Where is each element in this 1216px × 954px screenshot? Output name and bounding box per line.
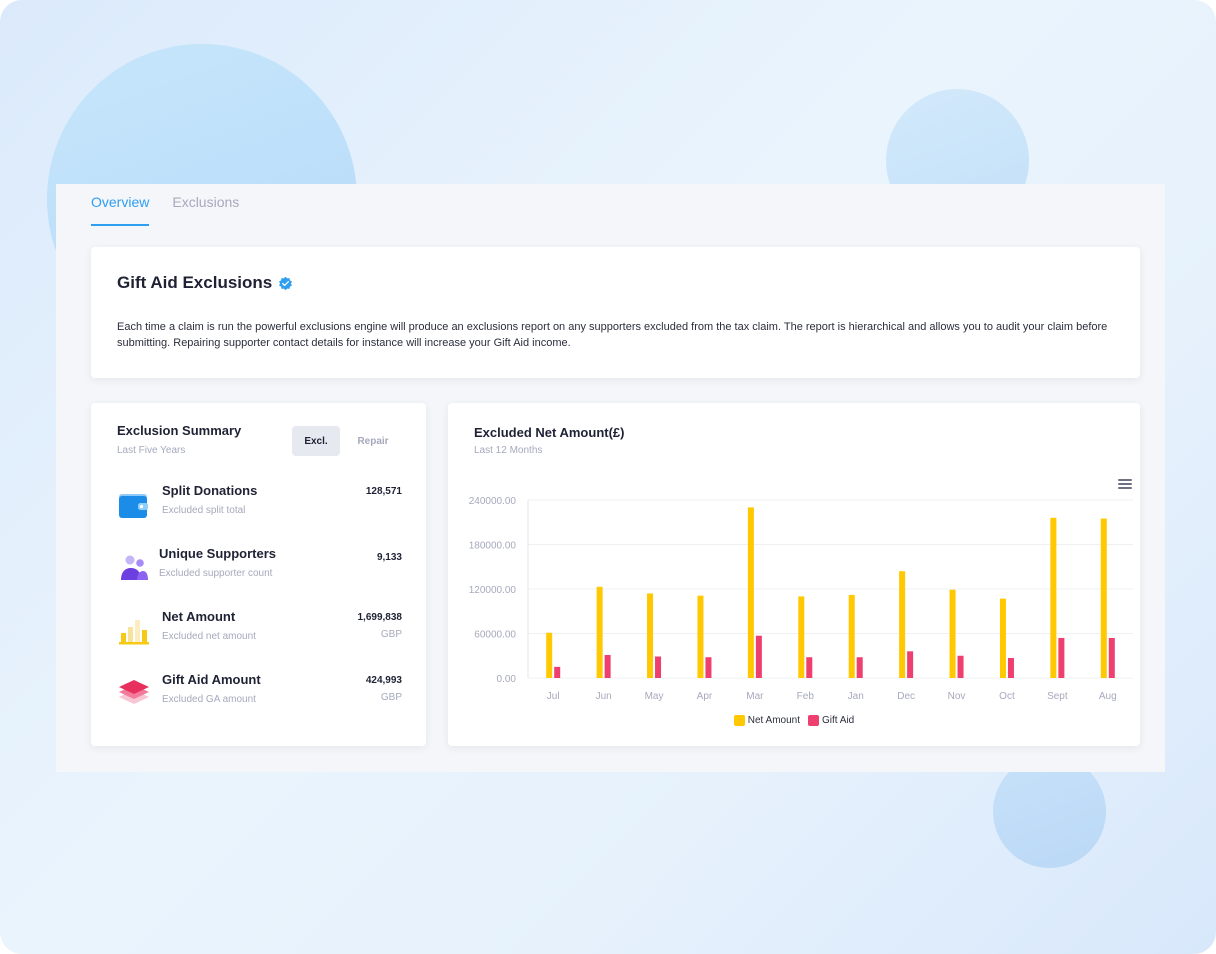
intro-description: Each time a claim is run the powerful ex… <box>117 321 1108 349</box>
chart-card: Excluded Net Amount(£) Last 12 Months 24… <box>448 403 1140 746</box>
verified-badge-icon <box>279 276 293 290</box>
bar-net-amount <box>999 598 1006 678</box>
bar-gift-aid <box>957 655 964 678</box>
y-tick-label: 60000.00 <box>474 630 516 641</box>
legend-swatch <box>733 715 745 726</box>
bar-gift-aid <box>1007 657 1014 678</box>
stat-value: 424,993 <box>365 675 402 686</box>
stat-split-donations: Split Donations Excluded split total 128… <box>117 483 402 527</box>
layers-icon <box>119 680 149 704</box>
stat-value: 9,133 <box>376 552 402 563</box>
legend-label: Net Amount <box>747 715 800 726</box>
y-tick-label: 120000.00 <box>469 585 517 596</box>
chart-title: Excluded Net Amount(£) <box>474 425 625 440</box>
stat-unit: GBP <box>380 692 402 703</box>
stat-net-amount: Net Amount Excluded net amount 1,699,838… <box>117 609 402 653</box>
bar-gift-aid <box>907 651 914 678</box>
stat-name: Gift Aid Amount <box>162 672 261 687</box>
x-tick-label: Nov <box>948 691 966 702</box>
dashboard-panel: Overview Exclusions Gift Aid Exclusions … <box>56 184 1165 772</box>
x-tick-label: May <box>645 691 664 702</box>
stat-value: 1,699,838 <box>357 612 403 623</box>
x-tick-label: Oct <box>999 691 1015 702</box>
stat-description: Excluded supporter count <box>159 568 273 579</box>
bar-net-amount <box>899 571 906 678</box>
bar-net-amount <box>1100 518 1107 678</box>
y-tick-label: 180000.00 <box>469 541 517 552</box>
stat-unique-supporters: Unique Supporters Excluded supporter cou… <box>117 546 402 590</box>
intro-heading: Gift Aid Exclusions <box>117 273 293 293</box>
bar-gift-aid <box>755 635 762 678</box>
x-tick-label: Jun <box>596 691 612 702</box>
toggle-repair-button[interactable]: Repair <box>357 435 389 447</box>
x-tick-label: Jan <box>848 691 864 702</box>
stat-description: Excluded split total <box>162 505 246 516</box>
bar-net-amount <box>697 595 704 678</box>
bar-chart: 240000.00 180000.00 120000.00 60000.00 0.00 J… <box>469 496 1133 702</box>
decor-circle-bottom <box>993 755 1106 868</box>
bar-net-amount <box>848 594 855 678</box>
stat-gift-aid-amount: Gift Aid Amount Excluded GA amount 424,9… <box>117 672 402 716</box>
summary-toggle: Excl. Repair <box>292 426 397 456</box>
bar-net-amount <box>1050 517 1057 678</box>
y-tick-label: 0.00 <box>497 674 517 685</box>
stat-name: Split Donations <box>162 483 258 498</box>
legend-swatch <box>808 715 819 726</box>
intro-card: Gift Aid Exclusions Each time a claim is… <box>91 247 1140 378</box>
x-tick-label: Dec <box>897 691 915 702</box>
bar-gift-aid <box>705 657 712 678</box>
stat-name: Unique Supporters <box>159 546 277 561</box>
x-tick-label: Jul <box>547 691 560 702</box>
bar-gift-aid <box>655 656 662 678</box>
bar-gift-aid <box>554 666 561 678</box>
stat-unit: GBP <box>380 629 402 640</box>
chart-subtitle: Last 12 Months <box>474 445 543 456</box>
x-tick-label: Sept <box>1047 691 1068 702</box>
page-title: Gift Aid Exclusions <box>117 273 273 292</box>
bar-net-amount <box>798 596 805 678</box>
legend-label: Gift Aid <box>822 715 855 726</box>
x-tick-label: Feb <box>797 691 815 702</box>
users-icon <box>121 555 148 580</box>
bar-gift-aid <box>806 657 813 678</box>
summary-title: Exclusion Summary <box>117 423 242 438</box>
bar-gift-aid <box>604 655 611 678</box>
tab-bar: Overview Exclusions <box>91 184 239 226</box>
toggle-excl-button[interactable]: Excl. <box>292 426 340 456</box>
y-tick-label: 240000.00 <box>469 496 517 507</box>
stat-name: Net Amount <box>162 609 236 624</box>
bar-gift-aid <box>1108 637 1115 678</box>
legend-item-gift-aid[interactable]: Gift Aid <box>808 715 854 726</box>
bar-chart-icon <box>119 620 149 645</box>
tab-overview[interactable]: Overview <box>91 184 150 226</box>
bar-gift-aid <box>1058 637 1065 678</box>
x-tick-label: Apr <box>697 691 713 702</box>
stat-description: Excluded net amount <box>162 631 256 642</box>
bar-net-amount <box>949 589 956 678</box>
legend-item-net[interactable]: Net Amount <box>733 715 800 726</box>
chart-legend: Net Amount Gift Aid <box>448 715 1140 726</box>
summary-subtitle: Last Five Years <box>117 445 186 456</box>
x-tick-label: Aug <box>1099 691 1117 702</box>
bar-gift-aid <box>856 657 863 678</box>
stat-value: 128,571 <box>365 486 402 497</box>
bar-net-amount <box>596 586 603 678</box>
stat-description: Excluded GA amount <box>162 694 256 705</box>
bar-net-amount <box>546 632 553 678</box>
bar-net-amount <box>647 593 654 678</box>
wallet-icon <box>119 494 148 518</box>
chart-menu-icon[interactable] <box>1118 479 1132 489</box>
x-tick-label: Mar <box>746 691 764 702</box>
bar-net-amount <box>747 507 754 678</box>
tab-exclusions[interactable]: Exclusions <box>172 194 240 210</box>
exclusion-summary-card: Exclusion Summary Last Five Years Excl. … <box>91 403 426 746</box>
